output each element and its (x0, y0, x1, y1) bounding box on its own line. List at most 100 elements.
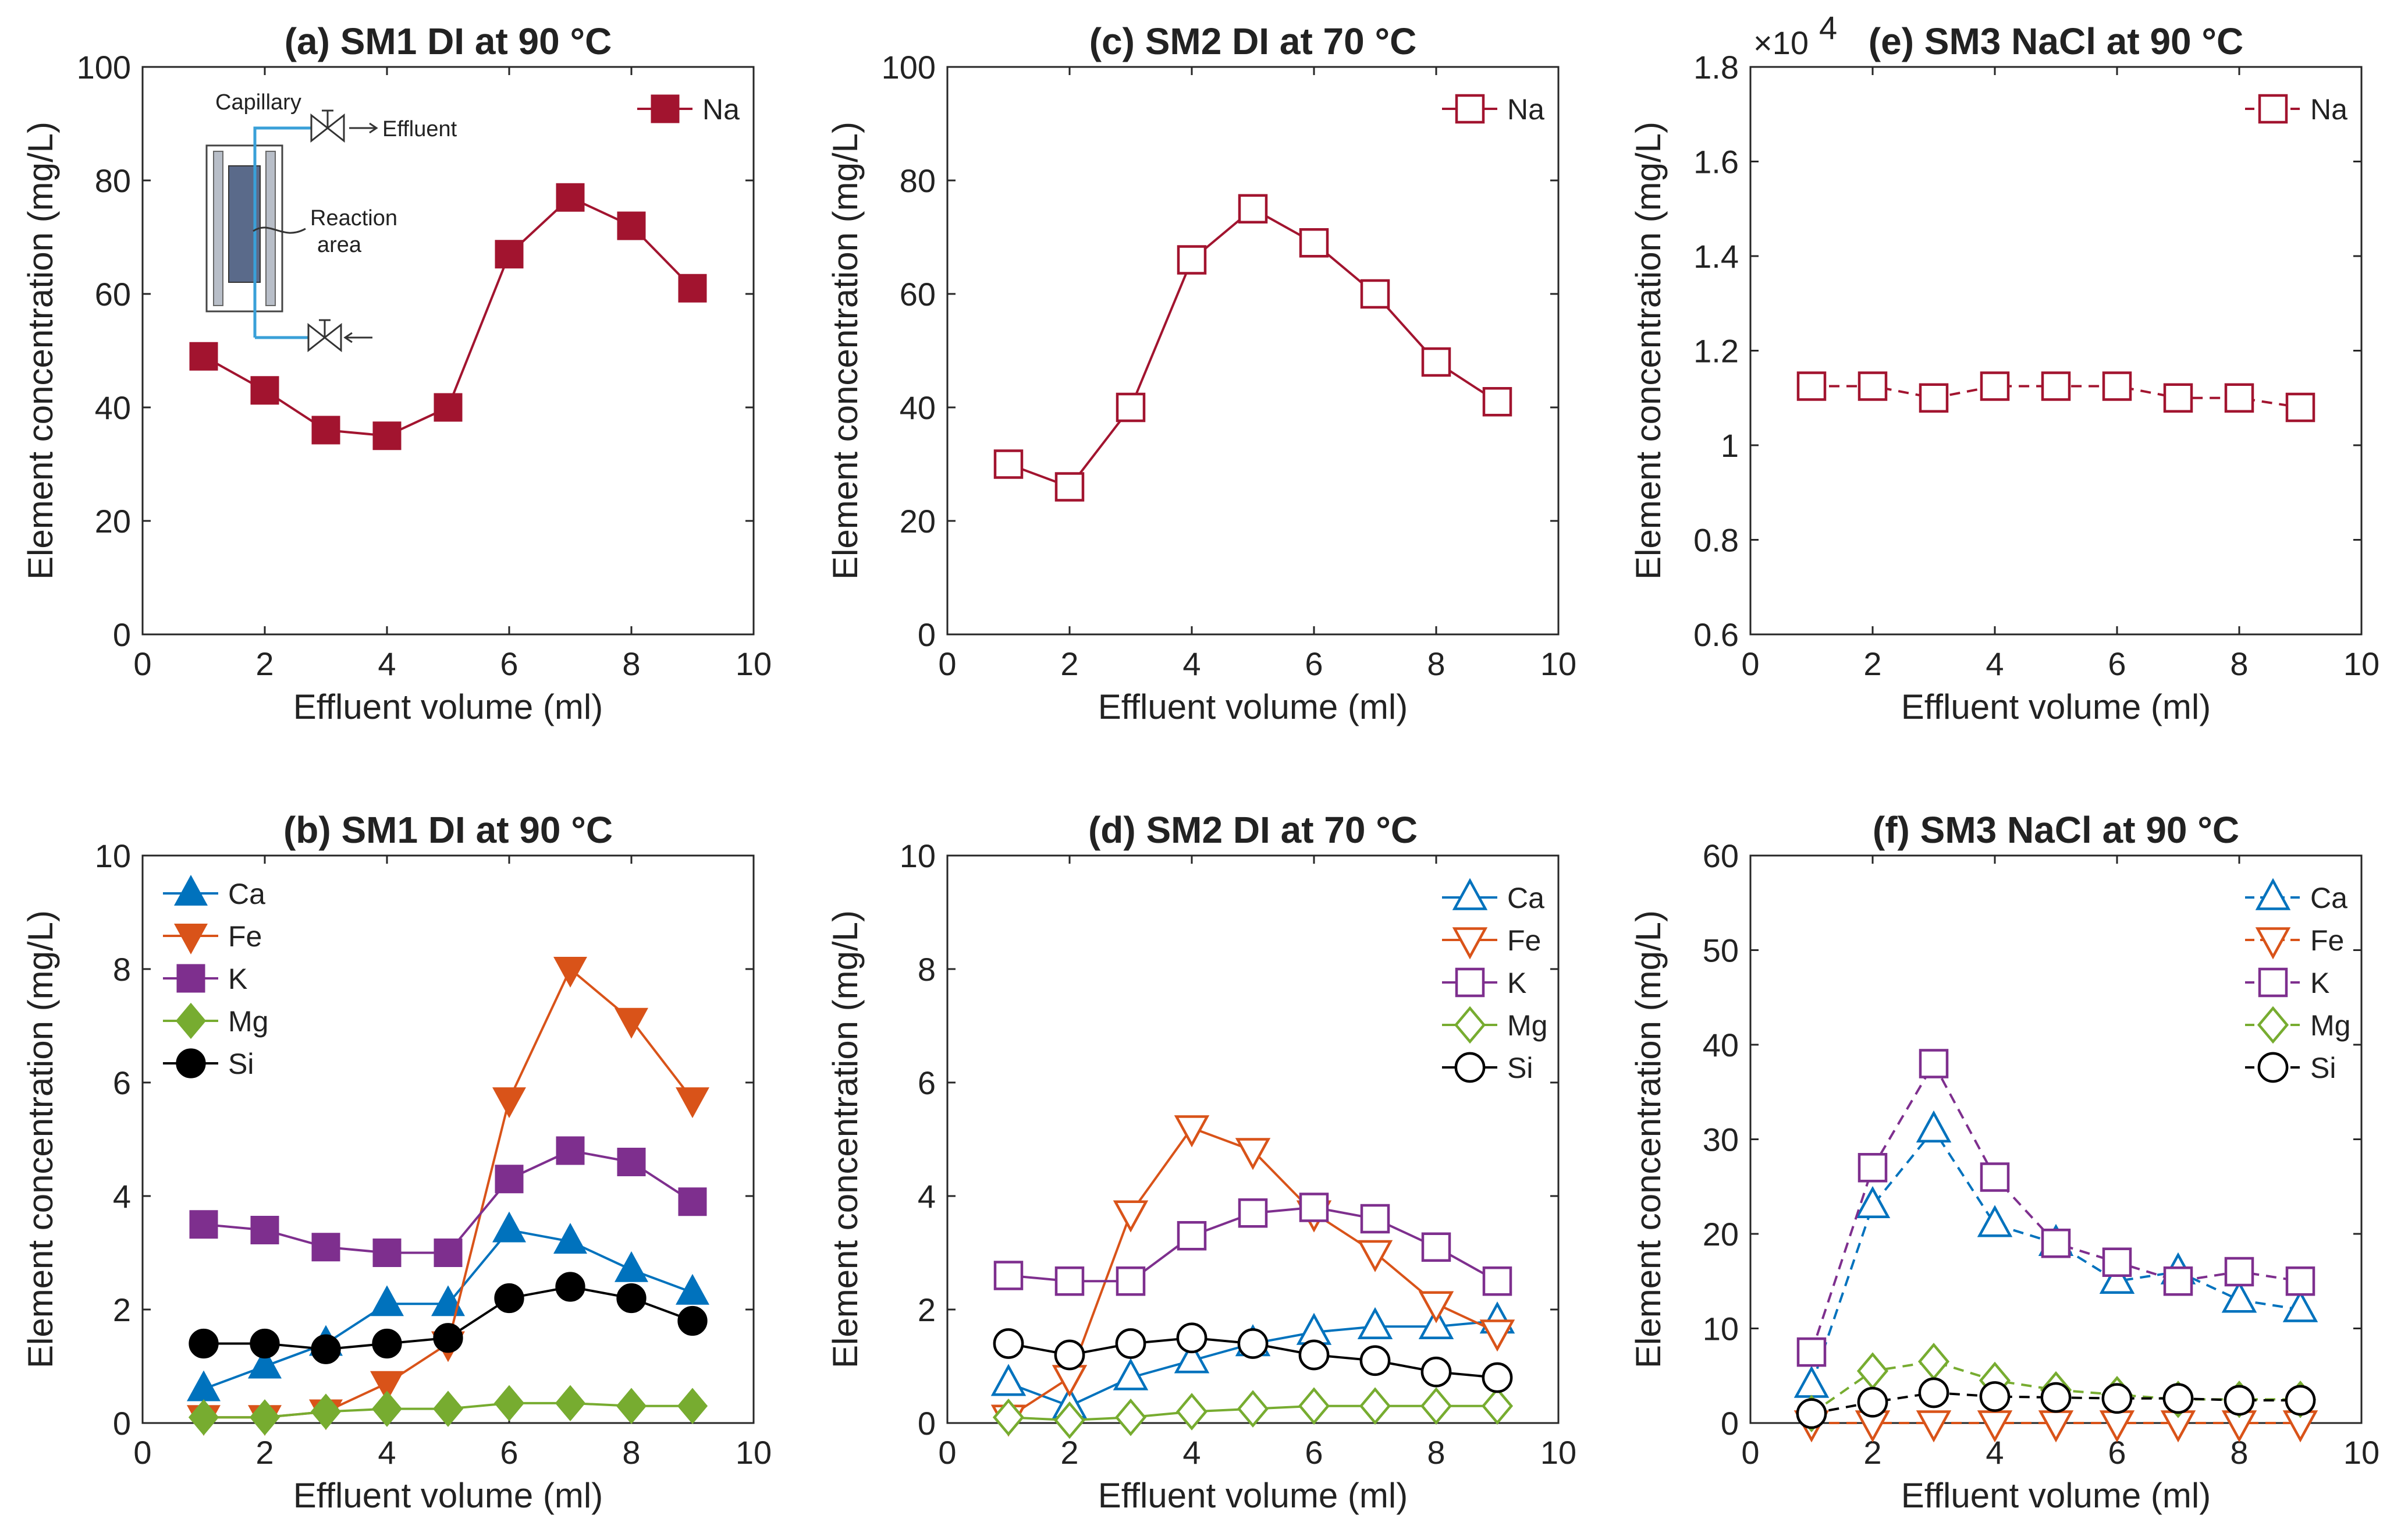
panel-title: (b) SM1 DI at 90 °C (283, 809, 613, 851)
data-point-fe (370, 1371, 404, 1402)
data-point-ca (1855, 1186, 1891, 1219)
data-point-mg (1481, 1387, 1514, 1425)
data-point-k (678, 1187, 707, 1216)
legend-marker-mg (175, 1002, 207, 1039)
legend-label-na: Na (702, 93, 740, 126)
series-k (189, 1136, 707, 1267)
data-point-mg (1298, 1387, 1330, 1425)
x-tick-label: 2 (1060, 645, 1078, 682)
data-point-si (2224, 1385, 2255, 1416)
x-tick-label: 8 (622, 645, 640, 682)
data-point-na (434, 393, 463, 422)
data-point-k (1980, 1162, 2010, 1192)
x-tick-label: 0 (1741, 645, 1759, 682)
vessel-wall-left (213, 151, 223, 306)
series-si (189, 1272, 708, 1364)
legend-label-fe: Fe (2310, 924, 2344, 957)
legend-marker-k (1455, 967, 1485, 998)
data-point-na (495, 240, 524, 269)
data-point-ca (370, 1285, 404, 1317)
legend-marker-fe (2255, 927, 2291, 960)
data-point-fe (1916, 1410, 1952, 1443)
x-tick-label: 10 (736, 1434, 772, 1471)
series-si (993, 1322, 1513, 1393)
x-tick-label: 4 (1182, 1434, 1201, 1471)
data-point-fe (676, 1087, 709, 1119)
x-tick-label: 8 (1427, 645, 1445, 682)
legend-marker-ca (174, 875, 208, 906)
data-point-na (1796, 371, 1827, 401)
legend: Ca Fe K Mg Si (2245, 878, 2350, 1084)
data-point-k (2224, 1257, 2254, 1287)
x-tick-label: 2 (1060, 1434, 1078, 1471)
data-point-si (311, 1334, 341, 1364)
data-point-mg (616, 1388, 647, 1424)
series-na (189, 183, 707, 450)
y-tick-label: 4 (918, 1178, 936, 1215)
legend-marker-fe (1452, 927, 1488, 960)
legend-label-si: Si (228, 1048, 254, 1080)
y-tick-label: 0 (918, 1405, 936, 1442)
data-point-ca (2221, 1280, 2257, 1313)
legend-label-si: Si (2310, 1052, 2336, 1084)
x-tick-label: 6 (2108, 645, 2126, 682)
data-point-mg (1856, 1352, 1889, 1390)
data-point-k (1177, 1221, 1207, 1251)
data-point-mg (555, 1385, 586, 1421)
data-point-na (993, 449, 1024, 479)
data-point-ca (990, 1364, 1027, 1396)
data-point-k (1482, 1266, 1512, 1296)
data-point-ca (1977, 1205, 2013, 1237)
x-tick-label: 10 (2343, 645, 2379, 682)
y-tick-label: 40 (1703, 1027, 1739, 1063)
y-tick-label: 30 (1703, 1122, 1739, 1158)
y-axis-label: Element concentration (mg/L) (826, 122, 865, 580)
y-tick-label: 40 (900, 389, 936, 426)
data-point-si (1054, 1339, 1085, 1371)
y-tick-label: 80 (900, 162, 936, 199)
reaction-label-line2: area (317, 233, 362, 257)
y-tick-label: 60 (900, 276, 936, 313)
x-tick-label: 0 (1741, 1434, 1759, 1471)
data-point-ca (676, 1273, 709, 1305)
data-point-si (1918, 1377, 1949, 1408)
y-axis-label: Element concentration (mg/L) (21, 910, 60, 1368)
y-axis-multiplier-exponent: 4 (1819, 9, 1837, 46)
data-point-na (1858, 371, 1888, 401)
data-point-na (2163, 383, 2193, 413)
capillary-tube-outlet (253, 126, 314, 338)
series-si (1796, 1377, 2316, 1429)
data-point-na (1054, 472, 1085, 502)
data-point-ca (1793, 1365, 1830, 1398)
x-tick-label: 4 (1986, 645, 2004, 682)
data-point-k (617, 1148, 646, 1176)
legend-marker-si (2257, 1052, 2289, 1083)
x-tick-label: 4 (378, 645, 396, 682)
reaction-label-line1: Reaction (310, 206, 397, 230)
x-tick-label: 2 (255, 1434, 274, 1471)
y-axis-multiplier: ×10 (1753, 24, 1809, 61)
data-point-si (372, 1328, 402, 1359)
panel-title: (a) SM1 DI at 90 °C (285, 20, 612, 62)
data-point-na (311, 416, 340, 445)
data-point-ca (492, 1211, 526, 1243)
data-point-k (556, 1136, 585, 1165)
legend: Na (1442, 93, 1544, 126)
valve-inlet-stem (319, 319, 331, 338)
data-point-na (1177, 245, 1207, 275)
data-point-na (1919, 383, 1949, 413)
y-tick-label: 20 (900, 503, 936, 540)
legend: Na (637, 93, 740, 126)
legend-marker-si (176, 1048, 206, 1078)
y-tick-label: 100 (882, 49, 936, 86)
data-point-ca (1113, 1358, 1149, 1390)
y-tick-label: 0 (113, 616, 131, 653)
data-point-si (189, 1328, 219, 1359)
data-point-si (555, 1272, 585, 1302)
data-point-k (495, 1165, 524, 1194)
data-point-na (2041, 371, 2071, 401)
y-axis-label: Element concentration (mg/L) (21, 122, 60, 580)
data-point-na (1116, 392, 1146, 423)
data-point-ca (615, 1251, 648, 1282)
x-axis-label: Effluent volume (ml) (1098, 687, 1408, 726)
